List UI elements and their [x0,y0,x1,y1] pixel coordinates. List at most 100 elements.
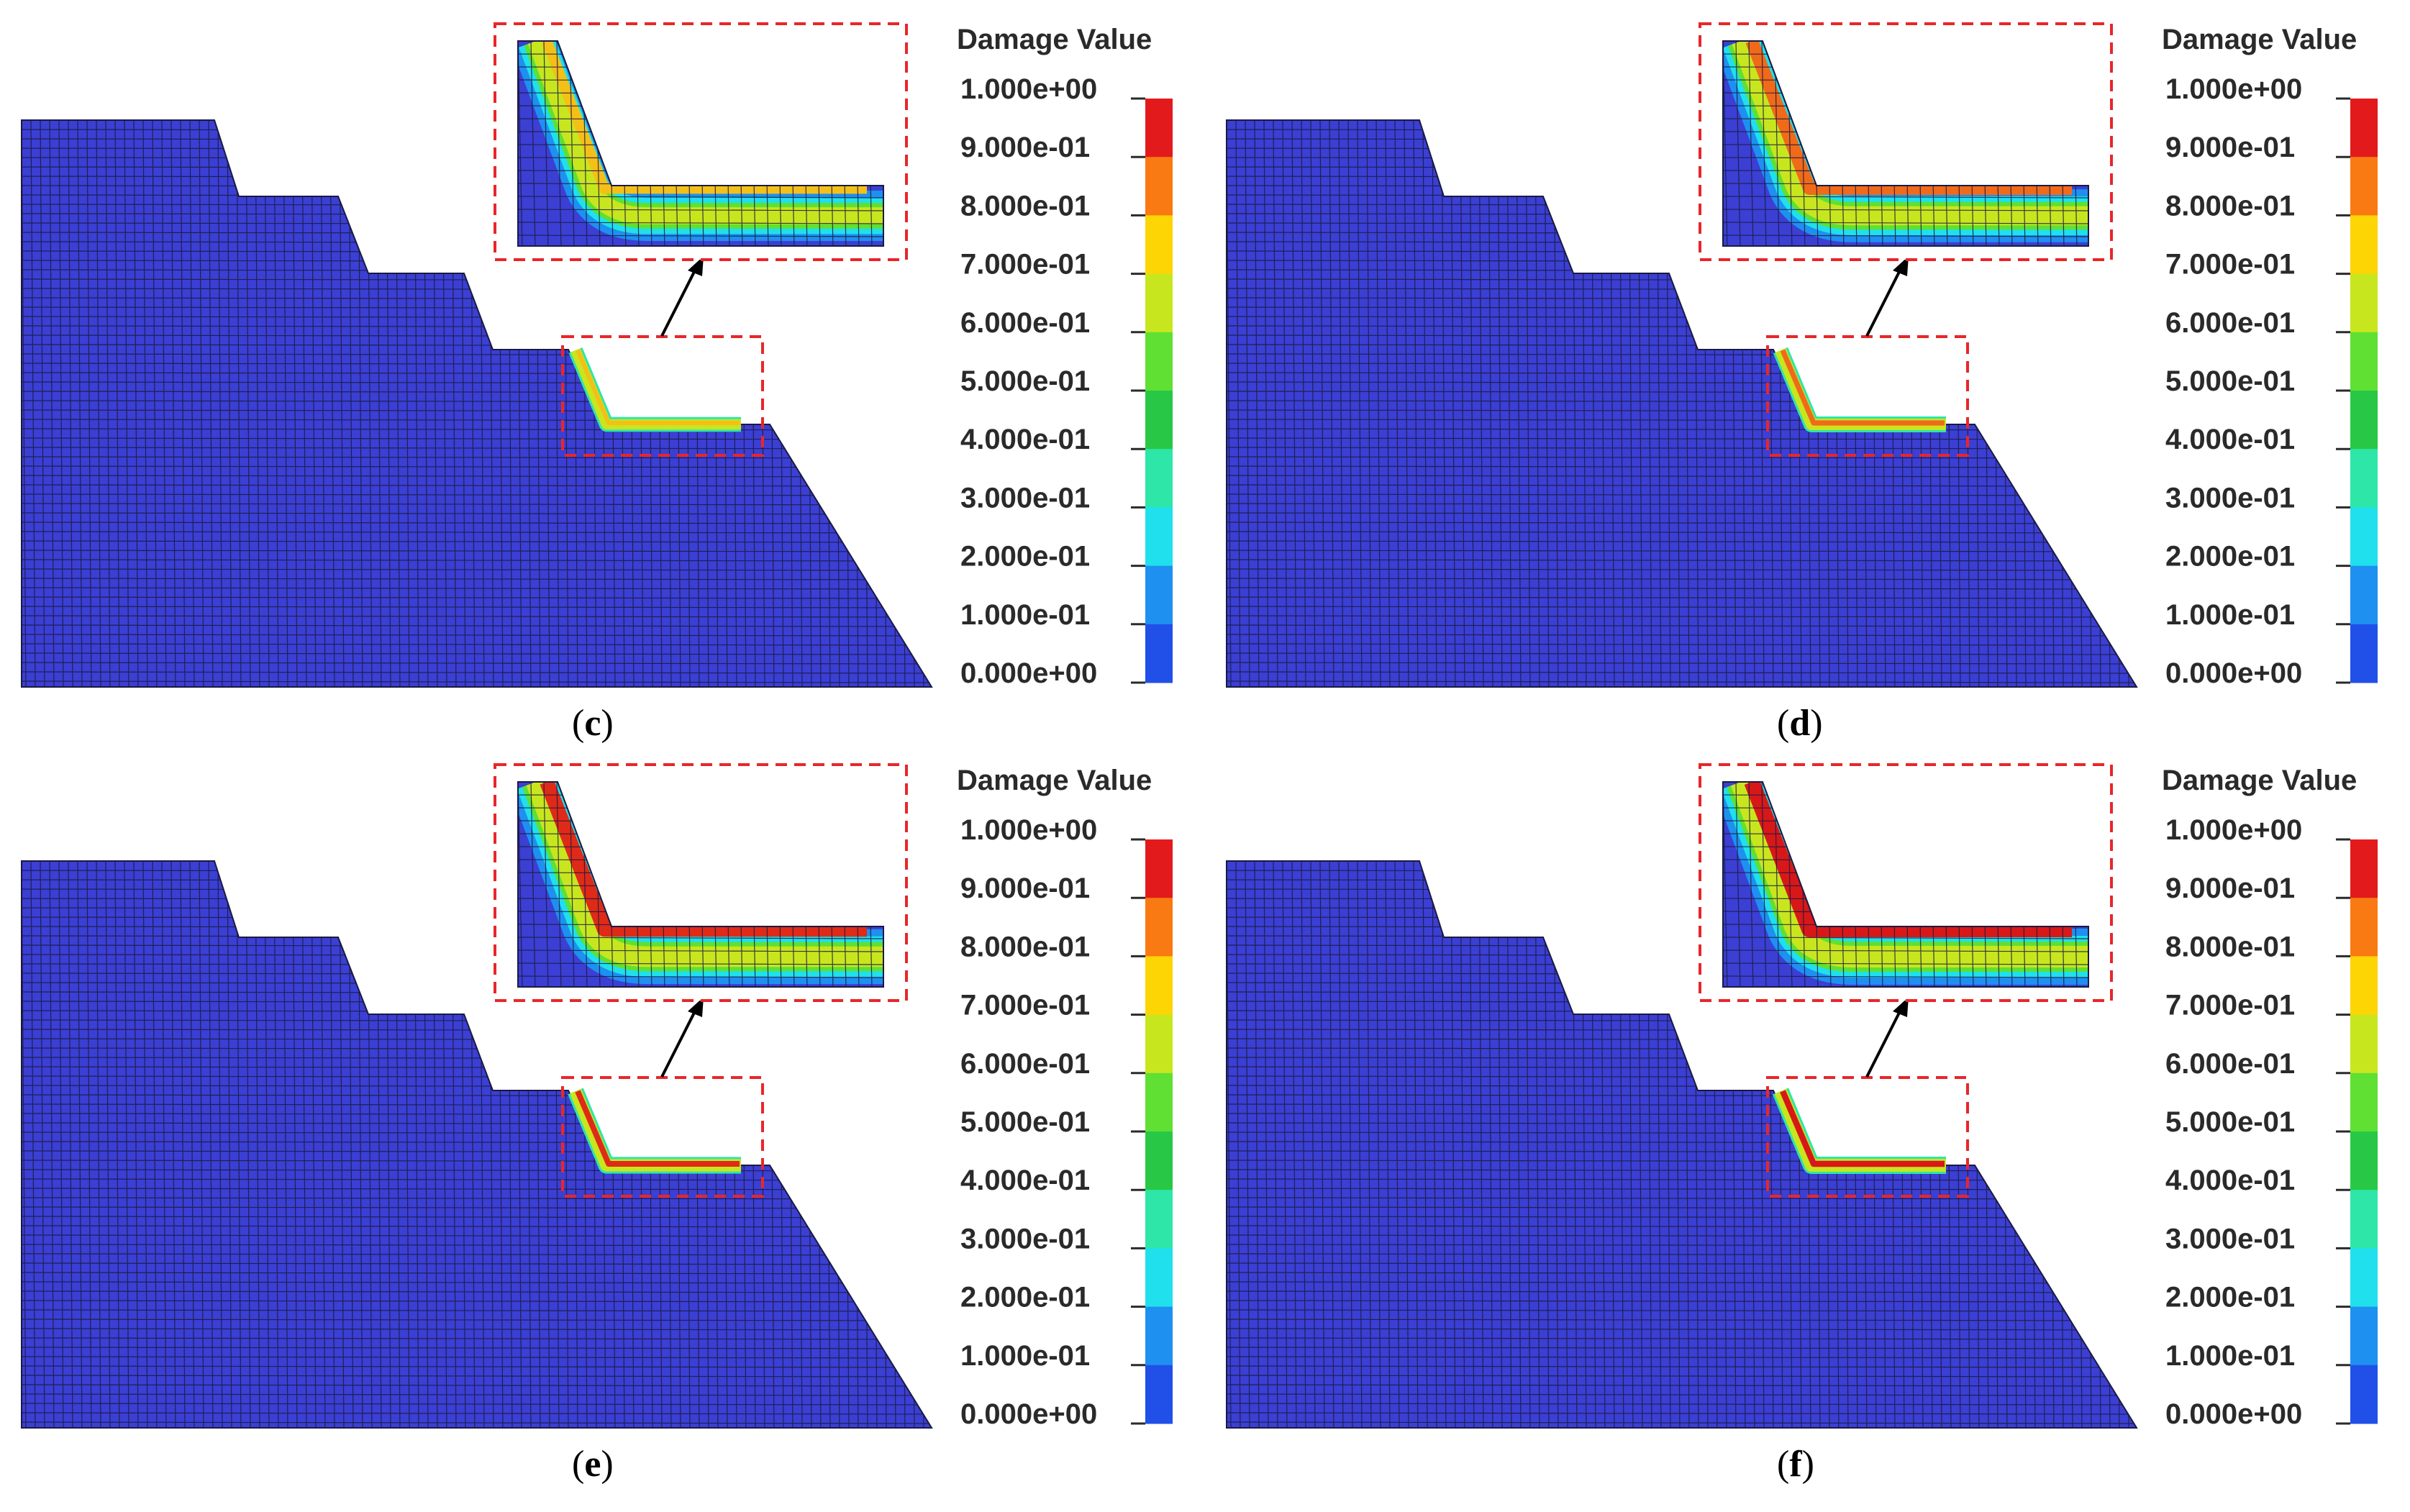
legend-tick-label: 4.000e-01 [2165,1165,2295,1196]
legend-tick-label: 4.000e-01 [960,424,1090,455]
damage-legend: Damage Value 1.000e+00 9.000e-01 8.000e-01 7… [957,24,1173,689]
legend-tick-label: 8.000e-01 [2165,190,2295,222]
zoom-arrow [660,256,704,337]
legend-tick-label: 5.000e-01 [2165,1106,2295,1138]
legend-title: Damage Value [957,765,1152,796]
legend-title: Damage Value [2162,765,2357,796]
legend-tick-label: 5.000e-01 [2165,365,2295,397]
panel-d: Damage Value 1.000e+00 9.000e-01 8.000e-01 7… [1205,0,2410,756]
legend-tick-label: 1.000e-01 [2165,1340,2295,1372]
legend-tick-label: 6.000e-01 [960,307,1090,339]
legend-tick-label: 0.000e+00 [960,657,1097,689]
legend-color-swatch [2350,1131,2378,1190]
zoom-region-box [561,1076,764,1198]
panel-svg: Damage Value 1.000e+00 9.000e-01 8.000e-01 7… [1226,22,2378,744]
legend-tick-label: 0.000e+00 [2165,657,2302,689]
panel-f: Damage Value 1.000e+00 9.000e-01 8.000e-01 7… [1205,741,2410,1497]
legend-tick-label: 1.000e+00 [2165,814,2302,846]
legend-tick-label: 6.000e-01 [960,1048,1090,1080]
legend-color-swatch [2350,1014,2378,1074]
panel-caption: (f) [1777,1444,1814,1485]
legend-color-swatch [1145,391,1173,450]
legend-tick-label: 6.000e-01 [2165,1048,2295,1080]
legend-tick-label: 5.000e-01 [960,1106,1090,1138]
legend-tick-label: 7.000e-01 [2165,990,2295,1021]
legend-tick-label: 1.000e+00 [960,73,1097,105]
damage-legend: Damage Value 1.000e+00 9.000e-01 8.000e-01 7… [2162,765,2378,1430]
legend-color-swatch [2350,624,2378,683]
slope-mesh [21,860,933,1429]
zoom-inset [1699,763,2113,1002]
legend-tick-label: 7.000e-01 [960,990,1090,1021]
legend-color-swatch [1145,1190,1173,1249]
legend-tick-label: 2.000e-01 [2165,541,2295,573]
legend-tick-label: 3.000e-01 [2165,1223,2295,1254]
zoom-arrow [1865,256,1909,337]
legend-color-swatch [1145,956,1173,1016]
legend-color-swatch [2350,215,2378,275]
legend-color-swatch [1145,99,1173,158]
zoom-arrow [660,997,704,1078]
legend-color-swatch [2350,1190,2378,1249]
zoom-region-box [1766,1076,1969,1198]
legend-color-swatch [2350,956,2378,1016]
legend-tick-label: 2.000e-01 [960,1282,1090,1313]
legend-color-swatch [1145,215,1173,275]
zoom-inset [1699,22,2113,261]
legend-tick-label: 1.000e-01 [960,599,1090,631]
zoom-arrow [1865,997,1909,1078]
zoom-region-box [1766,335,1969,457]
panel-c: Damage Value 1.000e+00 9.000e-01 8.000e-01 7… [0,0,1205,756]
legend-tick-label: 0.000e+00 [960,1398,1097,1430]
damage-legend: Damage Value 1.000e+00 9.000e-01 8.000e-01 7… [2162,24,2378,689]
legend-color-swatch [1145,565,1173,625]
panel-svg: Damage Value 1.000e+00 9.000e-01 8.000e-01 7… [1226,763,2378,1485]
legend-tick-label: 3.000e-01 [960,482,1090,514]
legend-tick-label: 0.000e+00 [2165,1398,2302,1430]
legend-color-swatch [2350,332,2378,391]
panel-svg: Damage Value 1.000e+00 9.000e-01 8.000e-01 7… [21,763,1173,1485]
legend-color-swatch [1145,157,1173,216]
legend-tick-label: 9.000e-01 [2165,873,2295,904]
legend-tick-label: 1.000e-01 [2165,599,2295,631]
legend-tick-label: 7.000e-01 [960,249,1090,281]
legend-title: Damage Value [957,24,1152,55]
legend-color-swatch [2350,565,2378,625]
legend-color-swatch [1145,332,1173,391]
legend-tick-label: 1.000e+00 [2165,73,2302,105]
legend-color-swatch [2350,507,2378,567]
damage-legend: Damage Value 1.000e+00 9.000e-01 8.000e-01 7… [957,765,1173,1430]
legend-color-swatch [1145,449,1173,508]
legend-tick-label: 8.000e-01 [2165,931,2295,962]
legend-tick-label: 6.000e-01 [2165,307,2295,339]
legend-color-swatch [2350,157,2378,216]
legend-tick-label: 3.000e-01 [960,1223,1090,1254]
legend-tick-label: 9.000e-01 [2165,132,2295,163]
legend-tick-label: 9.000e-01 [960,132,1090,163]
legend-color-swatch [2350,273,2378,333]
legend-color-swatch [2350,1365,2378,1424]
panel-e: Damage Value 1.000e+00 9.000e-01 8.000e-01 7… [0,741,1205,1497]
legend-tick-label: 5.000e-01 [960,365,1090,397]
legend-color-swatch [2350,1248,2378,1308]
legend-color-swatch [2350,1072,2378,1132]
panel-caption: (d) [1777,703,1823,744]
legend-color-swatch [1145,1306,1173,1366]
damage-zone [568,347,741,432]
legend-color-swatch [1145,1014,1173,1074]
legend-color-swatch [2350,449,2378,508]
legend-color-swatch [1145,1365,1173,1424]
legend-tick-label: 4.000e-01 [960,1165,1090,1196]
legend-tick-label: 4.000e-01 [2165,424,2295,455]
panel-caption: (c) [572,703,614,744]
zoom-region-box [561,335,764,457]
legend-title: Damage Value [2162,24,2357,55]
damage-zone [1772,1088,1946,1174]
legend-tick-label: 7.000e-01 [2165,249,2295,281]
legend-tick-label: 2.000e-01 [960,541,1090,573]
zoom-inset [494,22,908,261]
legend-color-swatch [1145,273,1173,333]
legend-tick-label: 2.000e-01 [2165,1282,2295,1313]
legend-color-swatch [1145,1131,1173,1190]
legend-tick-label: 1.000e-01 [960,1340,1090,1372]
